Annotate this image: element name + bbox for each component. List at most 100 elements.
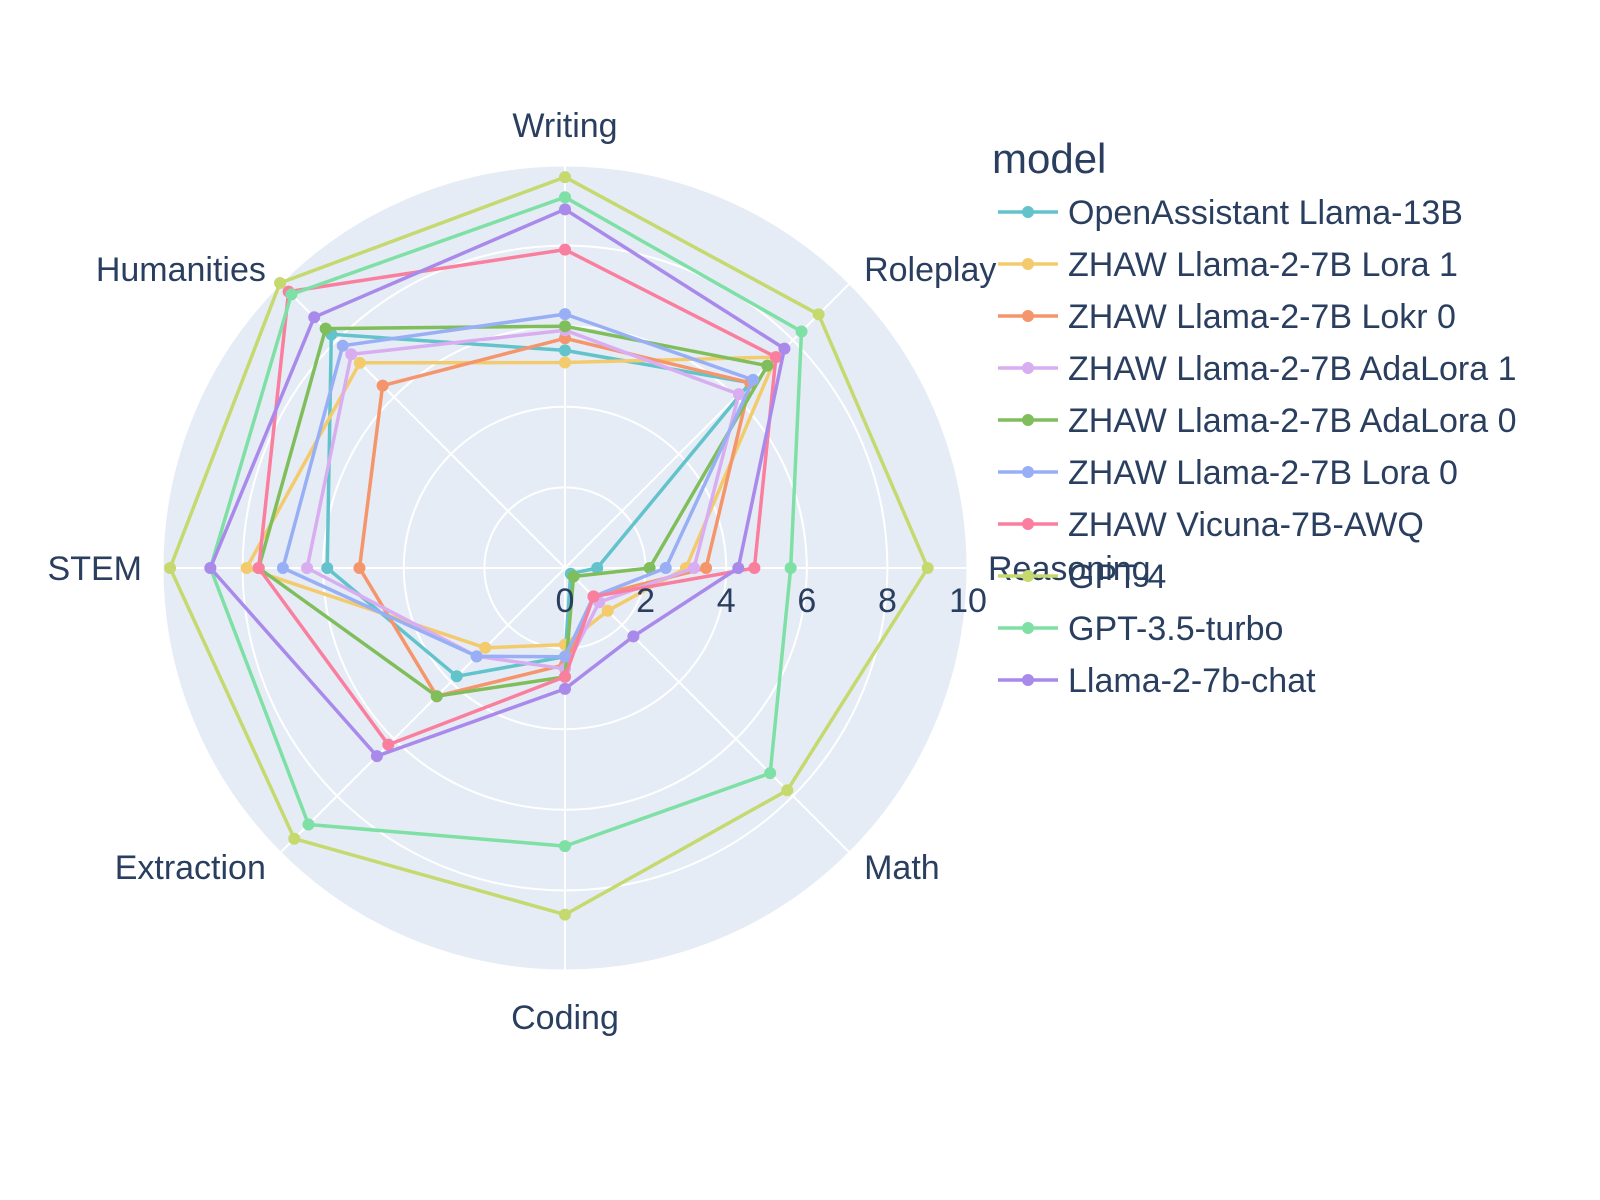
category-label: Coding — [511, 999, 619, 1037]
series-point[interactable] — [795, 325, 808, 338]
series-point[interactable] — [345, 348, 358, 361]
series-point[interactable] — [732, 388, 745, 401]
category-label: Roleplay — [864, 251, 996, 289]
series-point[interactable] — [627, 630, 640, 643]
series-point[interactable] — [559, 308, 571, 321]
series-point[interactable] — [276, 562, 289, 574]
series-point[interactable] — [559, 243, 571, 256]
series-point[interactable] — [559, 908, 571, 921]
legend-item[interactable]: OpenAssistant Llama-13B — [998, 194, 1463, 232]
legend-swatch-marker — [1022, 258, 1034, 270]
series-point[interactable] — [319, 322, 332, 335]
series-point[interactable] — [769, 351, 782, 364]
legend-label: GPT-3.5-turbo — [1068, 610, 1283, 648]
series-point[interactable] — [470, 650, 483, 663]
series-point[interactable] — [559, 840, 571, 853]
series-point[interactable] — [382, 738, 395, 751]
series-point[interactable] — [479, 641, 492, 654]
series-point[interactable] — [336, 339, 349, 352]
series-point[interactable] — [204, 562, 217, 574]
legend-swatch-marker — [1022, 414, 1034, 426]
legend-item[interactable]: ZHAW Llama-2-7B Lora 0 — [998, 454, 1458, 492]
legend-swatch-marker — [1022, 310, 1034, 322]
series-point[interactable] — [252, 562, 265, 574]
legend-label: GPT-4 — [1068, 558, 1166, 596]
legend-swatch-marker — [1022, 622, 1034, 634]
series-point[interactable] — [370, 750, 383, 763]
series-point[interactable] — [376, 379, 389, 392]
series-point[interactable] — [285, 288, 298, 301]
series-group[interactable] — [164, 171, 934, 921]
series-point[interactable] — [430, 690, 443, 703]
series-point[interactable] — [302, 818, 315, 831]
series-point[interactable] — [761, 359, 774, 372]
series-point[interactable] — [747, 373, 760, 386]
grid-spoke — [564, 567, 851, 854]
series-point[interactable] — [308, 311, 321, 324]
series-point[interactable] — [567, 570, 580, 583]
series-point[interactable] — [643, 562, 656, 574]
legend[interactable]: model OpenAssistant Llama-13B ZHAW Llama-… — [992, 135, 1517, 700]
series-group[interactable] — [204, 203, 791, 763]
radial-tick-label: 6 — [797, 582, 816, 620]
series-point[interactable] — [559, 320, 571, 333]
series-point[interactable] — [240, 562, 253, 574]
series-point[interactable] — [559, 191, 571, 204]
legend-label: ZHAW Llama-2-7B AdaLora 1 — [1068, 350, 1517, 388]
series-point[interactable] — [687, 562, 700, 574]
series-point[interactable] — [164, 562, 177, 574]
legend-item[interactable]: ZHAW Vicuna-7B-AWQ — [998, 506, 1424, 544]
legend-item[interactable]: GPT-3.5-turbo — [998, 610, 1283, 648]
series-point[interactable] — [274, 277, 287, 290]
series-point[interactable] — [659, 562, 672, 574]
category-label: Math — [864, 849, 940, 887]
series-point[interactable] — [288, 832, 301, 845]
series-point[interactable] — [732, 562, 745, 574]
series-layer — [164, 171, 934, 921]
legend-item[interactable]: ZHAW Llama-2-7B Lokr 0 — [998, 298, 1456, 336]
angular-axis-labels: Writing Roleplay Reasoning Math Coding Extrac… — [48, 107, 1151, 1037]
series-point[interactable] — [784, 562, 797, 574]
series-point[interactable] — [591, 562, 604, 574]
series-point[interactable] — [812, 308, 825, 321]
legend-swatch-marker — [1022, 518, 1034, 530]
series-point[interactable] — [559, 356, 571, 369]
legend-item[interactable]: Llama-2-7b-chat — [998, 662, 1316, 700]
series-point[interactable] — [321, 562, 334, 574]
category-label: Writing — [512, 107, 617, 145]
legend-item[interactable]: ZHAW Llama-2-7B AdaLora 1 — [998, 350, 1517, 388]
series-point[interactable] — [764, 767, 777, 780]
series-point[interactable] — [353, 562, 366, 574]
series-point[interactable] — [778, 342, 791, 355]
series-point[interactable] — [353, 356, 366, 369]
legend-items[interactable]: OpenAssistant Llama-13B ZHAW Llama-2-7B L… — [998, 194, 1517, 700]
legend-item[interactable]: ZHAW Llama-2-7B AdaLora 0 — [998, 402, 1517, 440]
legend-label: ZHAW Llama-2-7B Lora 1 — [1068, 246, 1458, 284]
legend-swatch-marker — [1022, 206, 1034, 218]
series-point[interactable] — [450, 670, 463, 683]
legend-label: ZHAW Llama-2-7B Lora 0 — [1068, 454, 1458, 492]
radial-tick-label: 0 — [556, 582, 575, 620]
radial-tick-label: 2 — [636, 582, 655, 620]
legend-label: ZHAW Vicuna-7B-AWQ — [1068, 506, 1424, 544]
series-point[interactable] — [559, 203, 571, 216]
series-point[interactable] — [559, 650, 571, 663]
legend-label: ZHAW Llama-2-7B AdaLora 0 — [1068, 402, 1517, 440]
grid-spoke — [279, 567, 566, 854]
series-point[interactable] — [781, 784, 794, 797]
legend-item[interactable]: GPT-4 — [998, 558, 1166, 596]
series-point[interactable] — [601, 604, 614, 617]
series-point[interactable] — [587, 590, 600, 603]
series-point[interactable] — [559, 171, 571, 184]
series-point[interactable] — [559, 682, 571, 695]
series-point[interactable] — [301, 562, 314, 574]
series-point[interactable] — [559, 670, 571, 683]
radial-tick-label: 8 — [878, 582, 897, 620]
series-point[interactable] — [748, 562, 761, 574]
radial-tick-label: 4 — [717, 582, 736, 620]
legend-item[interactable]: ZHAW Llama-2-7B Lora 1 — [998, 246, 1458, 284]
series-point[interactable] — [921, 562, 934, 574]
series-point[interactable] — [559, 344, 571, 357]
series-point[interactable] — [700, 562, 713, 574]
